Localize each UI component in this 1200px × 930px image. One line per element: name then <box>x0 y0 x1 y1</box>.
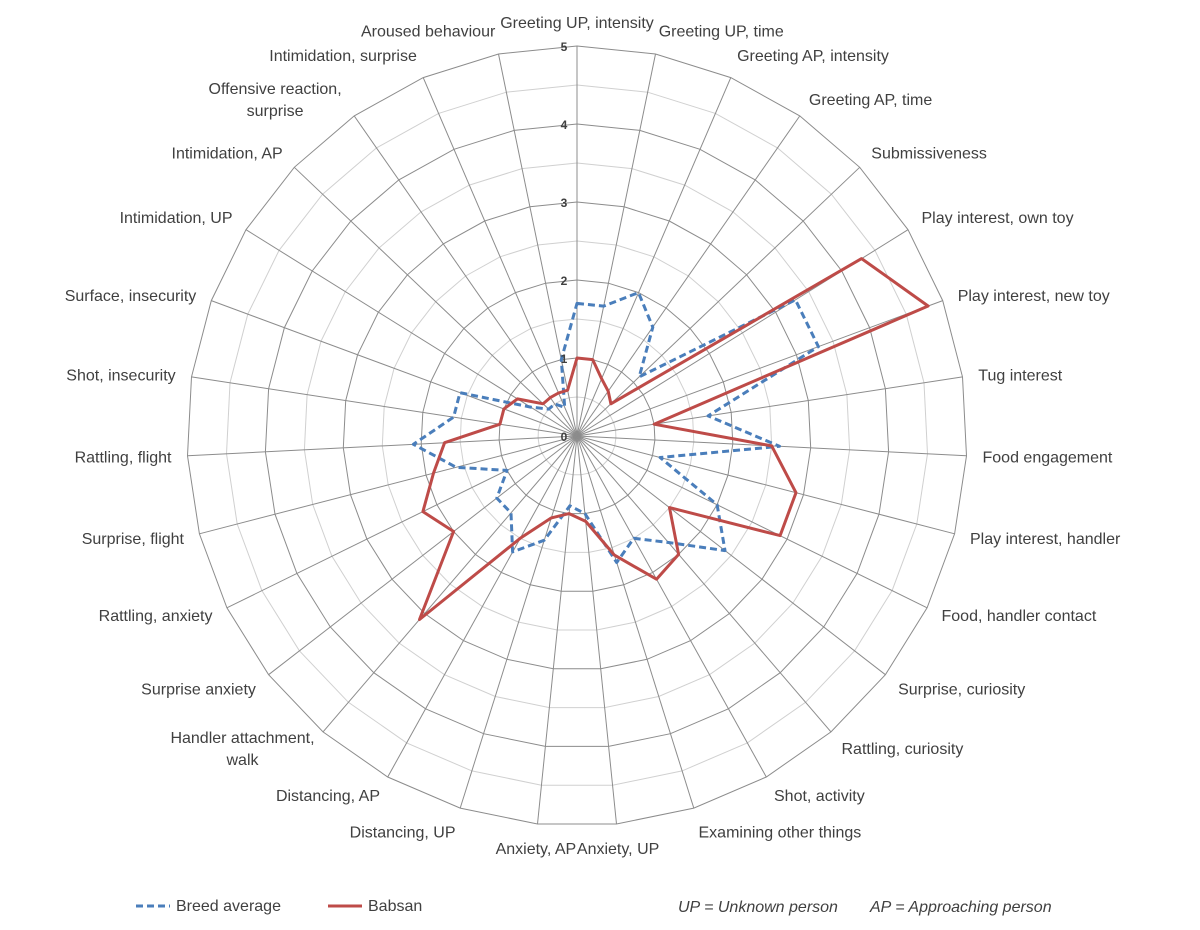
radial-ticks: 0 1 2 3 4 5 <box>561 40 568 444</box>
series-line-breed-average <box>411 291 820 564</box>
category-label-rattling-anxiety: Rattling, anxiety <box>99 608 213 625</box>
category-label-intimidation-up: Intimidation, UP <box>120 210 233 227</box>
legend-item-babsan: Babsan <box>328 898 422 915</box>
grid-spoke <box>576 435 886 676</box>
grid-spoke <box>353 115 578 437</box>
grid-spoke <box>268 435 578 676</box>
category-label-play-interest-own-toy: Play interest, own toy <box>922 210 1074 227</box>
grid-ring-minor <box>381 240 773 631</box>
legend-label-breed-average: Breed average <box>176 898 281 915</box>
category-label-greeting-up-intensity: Greeting UP, intensity <box>500 15 654 32</box>
category-label-surface-insecurity: Surface, insecurity <box>65 288 197 305</box>
grid-ring-minor <box>459 318 695 553</box>
category-label-anxiety-ap: Anxiety, AP <box>496 841 577 858</box>
legend-item-breed-average: Breed average <box>136 898 281 915</box>
category-label-greeting-ap-intensity: Greeting AP, intensity <box>737 48 889 65</box>
radar-series <box>411 257 930 621</box>
tick-label-4: 4 <box>561 118 568 132</box>
grid-spoke <box>576 115 801 437</box>
grid-ring-major <box>186 45 968 825</box>
grid-spoke <box>322 435 578 733</box>
category-label-submissiveness: Submissiveness <box>871 145 987 162</box>
grid-spoke <box>199 435 578 535</box>
grid-spoke <box>576 435 955 535</box>
category-label-intimidation-surprise: Intimidation, surprise <box>269 48 417 65</box>
category-label-greeting-ap-time: Greeting AP, time <box>809 92 932 109</box>
grid-spoke <box>576 300 943 437</box>
category-label-line: surprise <box>247 103 304 120</box>
tick-label-3: 3 <box>561 196 568 210</box>
tick-label-0: 0 <box>561 430 568 444</box>
category-label-line: Handler attachment, <box>170 730 314 747</box>
category-label-surprise-anxiety: Surprise anxiety <box>141 682 256 699</box>
category-label-shot-activity: Shot, activity <box>774 788 865 805</box>
category-label-line: walk <box>225 752 259 769</box>
category-label-anxiety-up: Anxiety, UP <box>577 841 659 858</box>
category-label-rattling-curiosity: Rattling, curiosity <box>842 741 964 758</box>
category-label-distancing-up: Distancing, UP <box>350 824 456 841</box>
tick-label-1: 1 <box>561 352 568 366</box>
grid-ring-minor <box>303 162 851 709</box>
category-label-intimidation-ap: Intimidation, AP <box>172 145 283 162</box>
grid-spoke <box>576 53 656 437</box>
legend-label-babsan: Babsan <box>368 898 422 915</box>
category-label-aroused-behaviour: Aroused behaviour <box>361 23 496 40</box>
grid-spoke <box>576 77 732 437</box>
grid-spoke <box>537 435 578 825</box>
grid-spoke <box>187 435 578 457</box>
category-label-shot-insecurity: Shot, insecurity <box>66 368 175 385</box>
category-label-rattling-flight: Rattling, flight <box>75 450 172 467</box>
category-labels: Greeting UP, intensity Greeting UP, time G… <box>65 15 1121 858</box>
grid-spoke <box>576 166 861 437</box>
grid-ring-major <box>264 123 890 747</box>
grid-spoke <box>576 435 617 825</box>
category-label-play-interest-handler: Play interest, handler <box>970 531 1121 548</box>
grid-spoke <box>245 229 578 437</box>
legend: Breed average Babsan <box>136 898 422 915</box>
grid-spoke <box>576 435 832 733</box>
category-label-offensive-reaction-surprise: Offensive reaction, surprise <box>209 81 342 120</box>
grid-ring-major <box>420 279 734 592</box>
category-label-food-handler-contact: Food, handler contact <box>942 608 1097 625</box>
grid-spoke <box>293 166 578 437</box>
category-label-food-engagement: Food engagement <box>983 450 1113 467</box>
category-label-surprise-flight: Surprise, flight <box>82 531 185 548</box>
grid-spoke <box>226 435 578 609</box>
category-label-play-interest-new-toy: Play interest, new toy <box>958 288 1110 305</box>
category-label-surprise-curiosity: Surprise, curiosity <box>898 682 1025 699</box>
grid-ring-major <box>342 201 812 670</box>
category-label-greeting-up-time: Greeting UP, time <box>659 23 784 40</box>
category-label-examining-other-things: Examining other things <box>699 824 862 841</box>
grid-spoke <box>459 435 578 809</box>
grid-ring-minor <box>225 84 929 786</box>
series-line-babsan <box>418 257 930 621</box>
grid-spoke <box>576 435 695 809</box>
category-label-line: Offensive reaction, <box>209 81 342 98</box>
grid-spoke <box>211 300 578 437</box>
category-label-distancing-ap: Distancing, AP <box>276 788 380 805</box>
grid-spoke <box>576 435 928 609</box>
radar-grid <box>186 45 968 825</box>
grid-spoke <box>498 53 578 437</box>
note-unknown-person: UP = Unknown person <box>678 899 838 916</box>
category-label-handler-attachment-walk: Handler attachment, walk <box>170 730 314 769</box>
grid-spoke <box>576 376 963 437</box>
tick-label-5: 5 <box>561 40 568 54</box>
grid-ring-major <box>498 357 656 515</box>
grid-spoke <box>422 77 578 437</box>
tick-label-2: 2 <box>561 274 568 288</box>
grid-spoke <box>387 435 578 778</box>
category-label-tug-interest: Tug interest <box>978 368 1062 385</box>
grid-spoke <box>576 435 767 778</box>
grid-spoke <box>191 376 578 437</box>
grid-ring-minor <box>537 396 617 476</box>
note-approaching-person: AP = Approaching person <box>869 899 1052 916</box>
